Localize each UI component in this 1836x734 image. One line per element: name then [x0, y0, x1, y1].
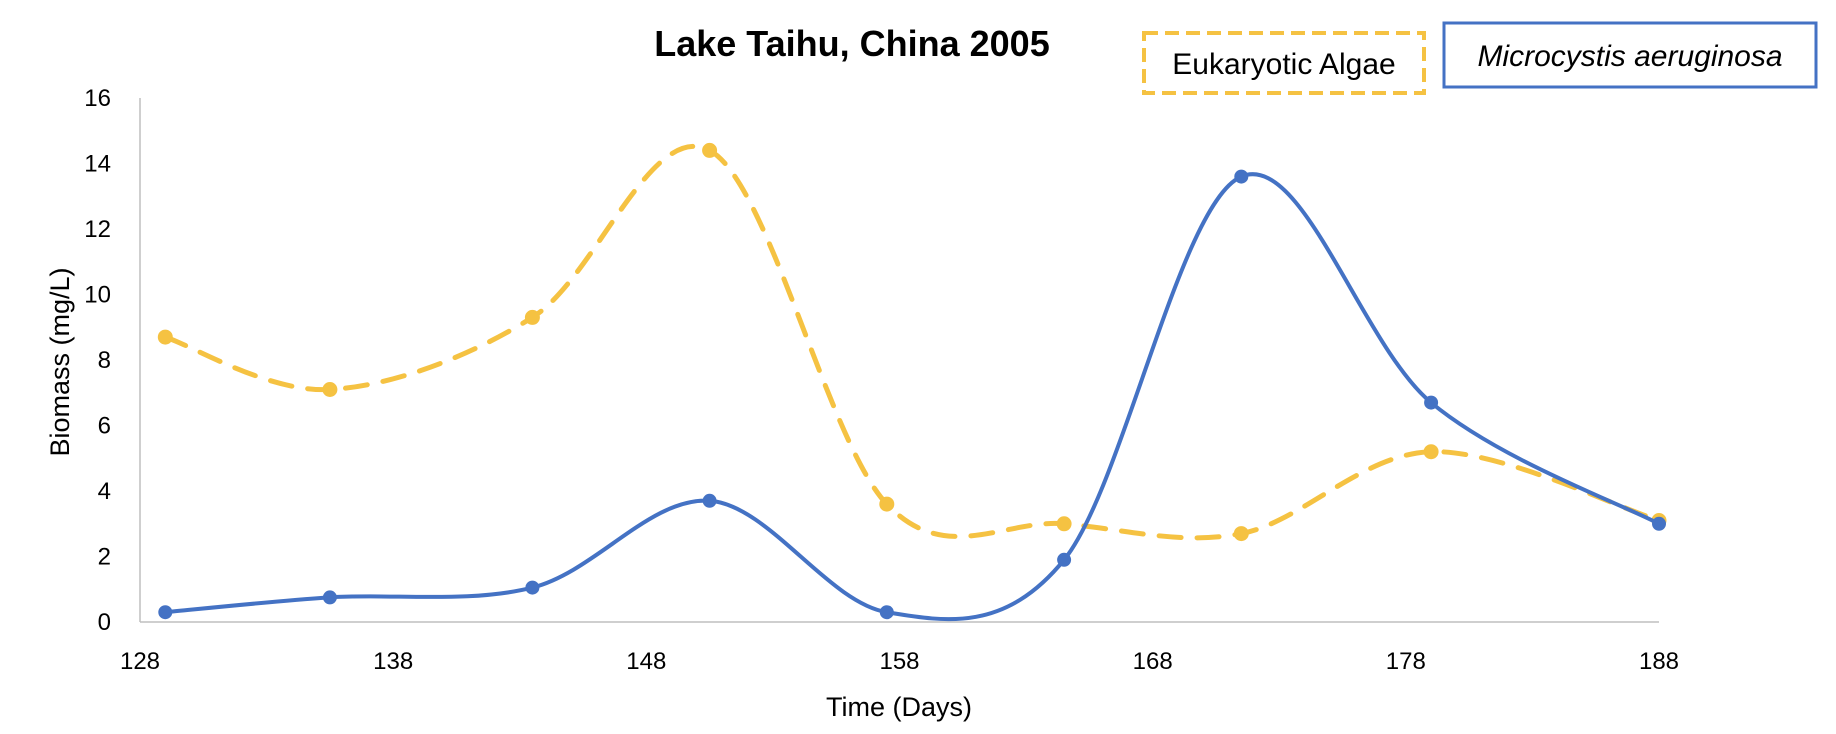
data-point-microcystis-aeruginosa — [879, 605, 894, 620]
data-point-microcystis-aeruginosa — [1424, 395, 1439, 410]
series-line-microcystis-aeruginosa — [163, 172, 1661, 622]
data-point-microcystis-aeruginosa — [525, 580, 540, 595]
x-tick-label: 188 — [1639, 648, 1679, 675]
data-point-eukaryotic-algae — [1233, 526, 1249, 542]
data-point-eukaryotic-algae — [879, 496, 895, 512]
data-point-microcystis-aeruginosa — [1652, 516, 1666, 531]
data-point-microcystis-aeruginosa — [158, 605, 173, 620]
y-tick-label: 0 — [98, 609, 111, 636]
x-tick-label: 128 — [120, 648, 160, 675]
x-axis-label: Time (Days) — [826, 692, 972, 722]
y-tick-label: 14 — [84, 151, 111, 178]
data-point-microcystis-aeruginosa — [1057, 552, 1072, 567]
y-tick-label: 6 — [98, 413, 111, 440]
y-tick-label: 4 — [98, 478, 111, 505]
data-point-eukaryotic-algae — [1056, 516, 1072, 532]
series-layer — [157, 142, 1667, 622]
axes — [139, 98, 1659, 623]
data-point-eukaryotic-algae — [702, 142, 718, 158]
legend: Eukaryotic Algae Microcystis aeruginosa — [1142, 21, 1818, 95]
data-point-microcystis-aeruginosa — [1234, 169, 1249, 184]
data-point-eukaryotic-algae — [1423, 444, 1439, 460]
chart-title: Lake Taihu, China 2005 — [654, 23, 1049, 64]
y-tick-label: 10 — [84, 282, 111, 309]
y-tick-label: 2 — [98, 544, 111, 571]
series-line-eukaryotic-algae — [162, 144, 1662, 541]
x-tick-label: 158 — [879, 648, 919, 675]
data-point-eukaryotic-algae — [322, 382, 338, 397]
legend-label-microcystis-aeruginosa: Microcystis aeruginosa — [1477, 40, 1782, 73]
legend-box-eukaryotic-algae — [1142, 31, 1426, 95]
series-microcystis-aeruginosa — [158, 169, 1666, 622]
data-point-eukaryotic-algae — [157, 329, 173, 345]
data-point-microcystis-aeruginosa — [322, 590, 337, 605]
x-tick-label: 168 — [1133, 648, 1173, 675]
legend-box-microcystis — [1442, 21, 1818, 89]
legend-label-eukaryotic-algae: Eukaryotic Algae — [1172, 48, 1395, 81]
y-tick-label: 8 — [98, 347, 111, 374]
x-tick-labels: 128 138 148 158 168 178 188 — [120, 648, 1679, 675]
x-tick-label: 178 — [1386, 648, 1426, 675]
x-tick-label: 148 — [626, 648, 666, 675]
y-tick-label: 12 — [84, 216, 111, 243]
data-point-eukaryotic-algae — [524, 309, 540, 325]
data-point-microcystis-aeruginosa — [702, 493, 717, 508]
y-axis-label: Biomass (mg/L) — [45, 267, 75, 456]
y-tick-labels: 0 2 4 6 8 10 12 14 16 — [84, 85, 111, 636]
y-tick-label: 16 — [84, 85, 111, 112]
x-tick-label: 138 — [373, 648, 413, 675]
series-eukaryotic-algae — [157, 142, 1667, 542]
